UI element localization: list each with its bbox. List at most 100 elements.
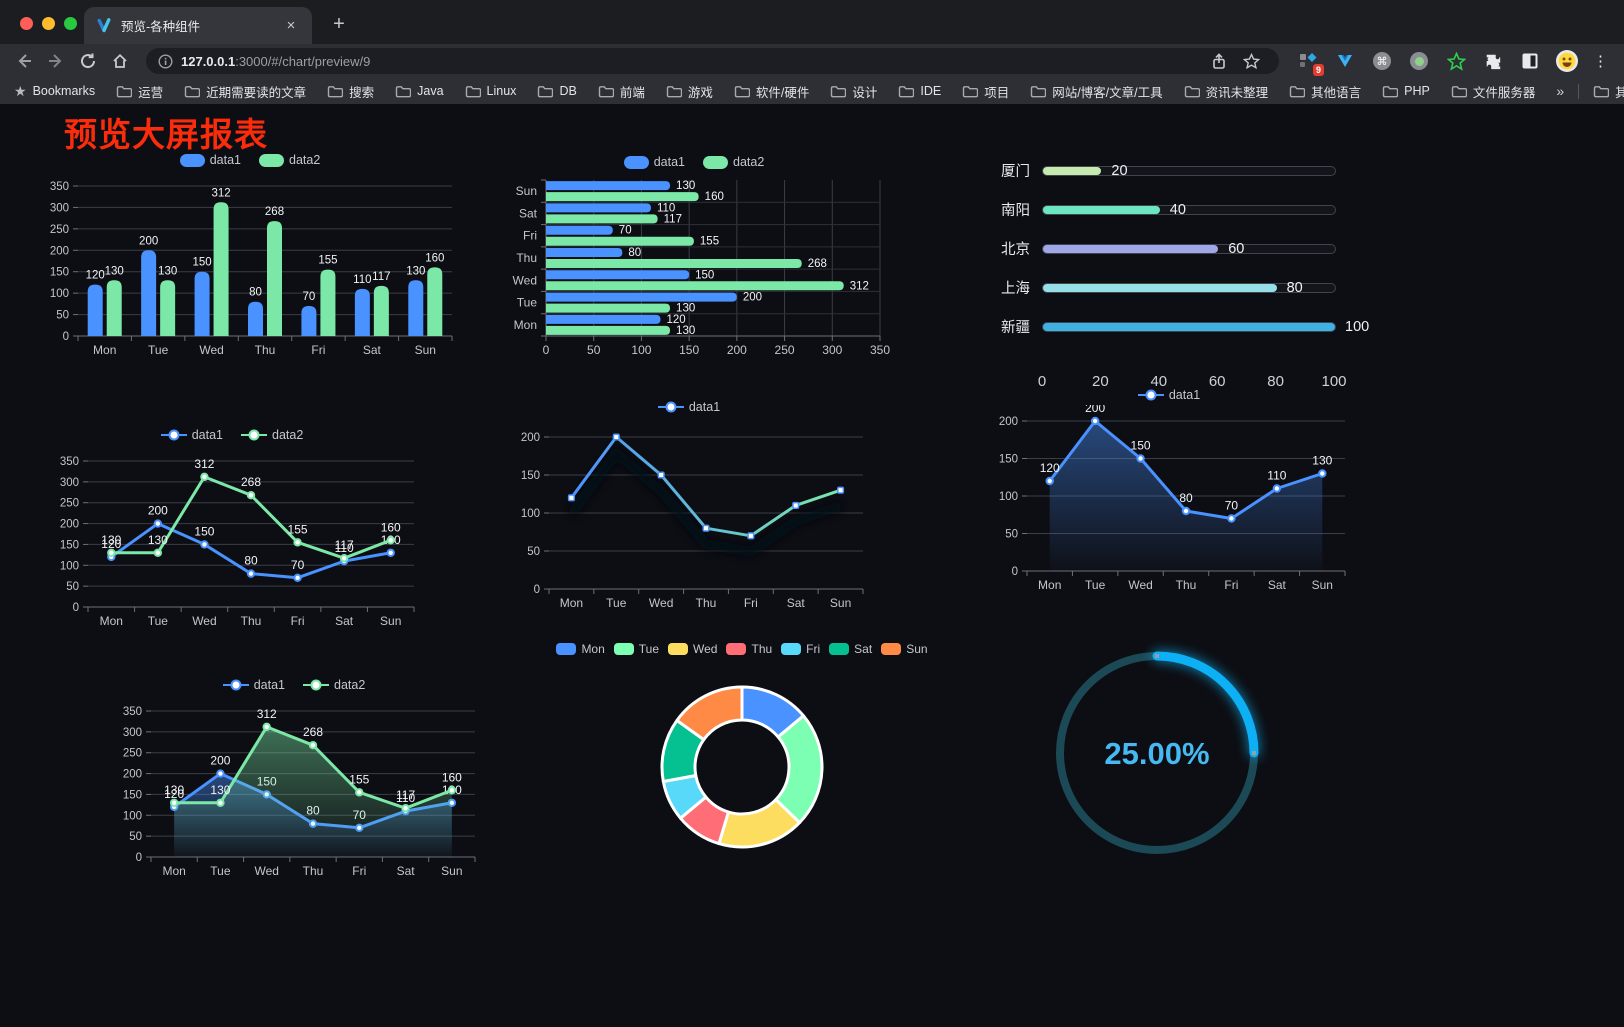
- svg-text:100: 100: [50, 288, 69, 300]
- svg-text:120: 120: [164, 787, 184, 801]
- bar-vertical-canvas: 0 50 100 150 200 250 300 350 Mon Tue Wed Thu Fri Sat S…: [50, 181, 453, 357]
- maximize-window-button[interactable]: [64, 17, 77, 30]
- legend-item-Fri[interactable]: Fri: [781, 642, 820, 656]
- profile-avatar[interactable]: [1556, 50, 1578, 72]
- folder-icon: [184, 85, 201, 97]
- bookmark-folder[interactable]: 前端: [598, 82, 645, 101]
- bookmark-folder[interactable]: Java: [395, 82, 444, 101]
- legend-item-data1[interactable]: data1: [623, 155, 685, 169]
- tab-close-icon[interactable]: ×: [286, 16, 296, 34]
- svg-text:130: 130: [676, 325, 695, 337]
- new-tab-button[interactable]: +: [333, 13, 345, 35]
- bookmark-folder[interactable]: 搜索: [327, 82, 374, 101]
- legend-item-Tue[interactable]: Tue: [613, 642, 659, 656]
- svg-text:200: 200: [999, 416, 1018, 428]
- svg-text:Tue: Tue: [210, 864, 231, 878]
- legend-item-data2[interactable]: data2: [703, 155, 764, 169]
- legend-item-Thu[interactable]: Thu: [726, 642, 772, 656]
- svg-text:155: 155: [700, 236, 719, 248]
- vue-devtools-icon[interactable]: [1334, 50, 1356, 72]
- folder-icon: [1451, 85, 1467, 97]
- svg-text:50: 50: [527, 546, 540, 558]
- svg-text:150: 150: [521, 470, 540, 482]
- svg-text:70: 70: [619, 225, 632, 237]
- legend-item-data2[interactable]: data2: [303, 678, 365, 692]
- menu-dots-icon[interactable]: ⋮: [1593, 53, 1608, 70]
- bookmark-folder[interactable]: 文件服务器: [1451, 82, 1535, 101]
- svg-text:312: 312: [850, 280, 869, 292]
- week-donut-canvas: [660, 685, 824, 849]
- legend-item-data1[interactable]: data1: [160, 428, 223, 442]
- legend-item-data2[interactable]: data2: [259, 153, 320, 167]
- svg-text:Mon: Mon: [162, 864, 185, 878]
- svg-text:Thu: Thu: [516, 251, 537, 265]
- svg-text:0: 0: [63, 331, 69, 343]
- svg-text:117: 117: [335, 538, 354, 552]
- legend-item-data1[interactable]: data1: [179, 153, 241, 167]
- close-window-button[interactable]: [20, 17, 33, 30]
- svg-text:Wed: Wed: [254, 864, 278, 878]
- svg-text:Sat: Sat: [397, 864, 416, 878]
- bookmark-folder[interactable]: 软件/硬件: [734, 82, 809, 101]
- bookmark-folder[interactable]: 近期需要读的文章: [184, 82, 306, 101]
- bookmark-folder[interactable]: PHP: [1382, 82, 1430, 101]
- svg-text:312: 312: [211, 187, 230, 199]
- bookmark-folder[interactable]: Linux: [465, 82, 516, 101]
- progress-axis: 0 20 40 60 80 100: [1037, 373, 1347, 390]
- progress-row-北京: 北京 60: [988, 240, 1336, 258]
- split-screen-extension-icon[interactable]: [1519, 50, 1541, 72]
- svg-text:312: 312: [257, 707, 277, 721]
- other-bookmarks-item[interactable]: 其他书签: [1593, 82, 1624, 101]
- legend-item-data1[interactable]: data1: [657, 400, 720, 414]
- svg-text:Sat: Sat: [787, 596, 806, 610]
- chart-legend: data1 data2: [160, 428, 303, 442]
- back-icon[interactable]: [8, 47, 40, 75]
- svg-text:Fri: Fri: [523, 229, 537, 243]
- bookmark-folder[interactable]: 网站/博客/文章/工具: [1030, 82, 1163, 101]
- svg-text:150: 150: [50, 267, 69, 279]
- minimize-window-button[interactable]: [42, 17, 55, 30]
- folder-icon: [666, 85, 682, 97]
- bookmarks-root-item[interactable]: ★ Bookmarks: [14, 82, 96, 99]
- bookmark-folder[interactable]: 其他语言: [1289, 82, 1361, 101]
- legend-item-Wed[interactable]: Wed: [668, 642, 717, 656]
- site-info-icon[interactable]: [158, 53, 173, 69]
- svg-text:350: 350: [50, 181, 69, 193]
- legend-item-Mon[interactable]: Mon: [556, 642, 605, 656]
- address-bar[interactable]: 127.0.0.1:3000/#/chart/preview/9: [146, 48, 1279, 74]
- home-icon[interactable]: [104, 47, 136, 75]
- bookmarks-overflow-chevron[interactable]: »: [1556, 83, 1565, 99]
- svg-text:155: 155: [349, 772, 369, 786]
- gauge-chart: 25.00%: [1040, 638, 1275, 873]
- legend-item-data2[interactable]: data2: [241, 428, 303, 442]
- bookmark-folder[interactable]: 运营: [116, 82, 163, 101]
- reload-icon[interactable]: [72, 47, 104, 75]
- progress-row-新疆: 新疆 100: [1001, 318, 1370, 337]
- browser-tab[interactable]: 预览-各种组件 ×: [84, 7, 312, 44]
- star-icon: ★: [14, 82, 27, 99]
- legend-item-data1[interactable]: data1: [222, 678, 285, 692]
- svg-text:Tue: Tue: [148, 614, 169, 628]
- tab-strip: 预览-各种组件 × +: [0, 0, 1624, 44]
- svg-text:250: 250: [50, 224, 69, 236]
- svg-text:250: 250: [775, 343, 795, 357]
- svg-text:80: 80: [628, 247, 641, 259]
- bookmark-folder[interactable]: 设计: [830, 82, 877, 101]
- bookmark-folder[interactable]: DB: [537, 82, 577, 101]
- extension-grid-icon[interactable]: 9: [1297, 50, 1324, 76]
- green-star-extension-icon[interactable]: [1445, 50, 1467, 72]
- bookmark-folder[interactable]: 游戏: [666, 82, 713, 101]
- recorder-extension-icon[interactable]: [1408, 50, 1430, 72]
- legend-item-Sat[interactable]: Sat: [829, 642, 872, 656]
- bookmark-star-icon[interactable]: [1235, 47, 1267, 75]
- forward-icon[interactable]: [40, 47, 72, 75]
- bookmark-folder[interactable]: 资讯未整理: [1184, 82, 1268, 101]
- bookmark-folder[interactable]: IDE: [898, 82, 941, 101]
- share-icon[interactable]: [1203, 47, 1235, 75]
- puzzle-extensions-icon[interactable]: [1482, 50, 1504, 72]
- command-extension-icon[interactable]: ⌘: [1371, 50, 1393, 72]
- bookmark-folder[interactable]: 项目: [962, 82, 1009, 101]
- svg-text:300: 300: [123, 727, 142, 739]
- legend-item-data1[interactable]: data1: [1137, 388, 1200, 402]
- legend-item-Sun[interactable]: Sun: [881, 642, 928, 656]
